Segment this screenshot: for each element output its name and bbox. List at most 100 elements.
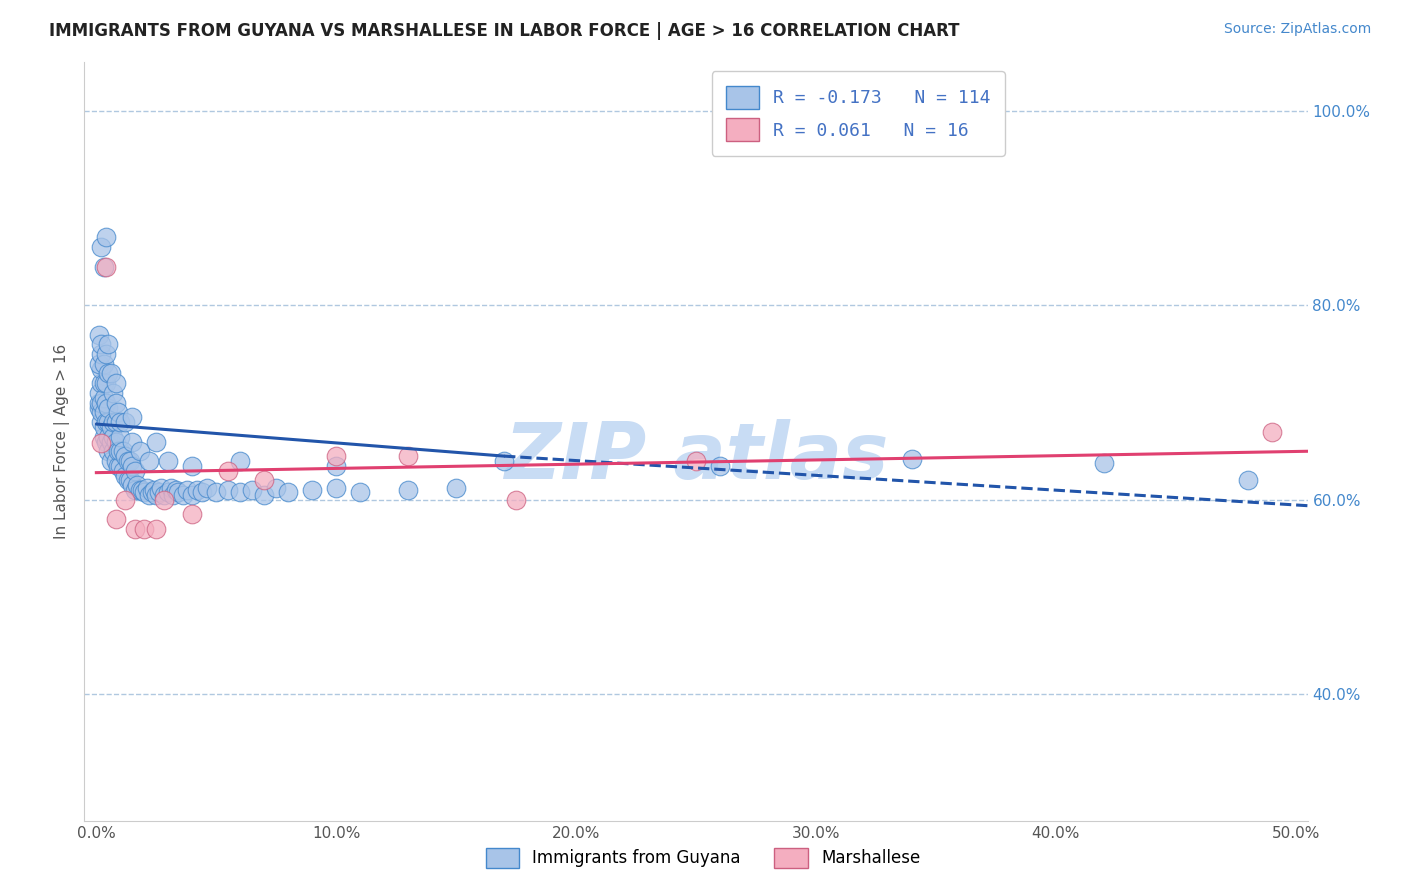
Point xyxy=(121,458,143,473)
Point xyxy=(110,444,132,458)
Point xyxy=(325,481,347,495)
Point xyxy=(159,481,181,495)
Point xyxy=(124,464,146,478)
Point xyxy=(172,488,194,502)
Point xyxy=(104,454,127,468)
Point xyxy=(93,357,115,371)
Point xyxy=(97,367,120,381)
Point xyxy=(94,260,117,274)
Point xyxy=(1236,474,1258,488)
Point xyxy=(205,485,228,500)
Point xyxy=(494,454,516,468)
Point xyxy=(128,483,150,497)
Point xyxy=(117,454,139,468)
Point xyxy=(901,452,924,467)
Point xyxy=(93,405,115,419)
Point xyxy=(162,488,184,502)
Point xyxy=(117,474,139,488)
Point xyxy=(1260,425,1282,439)
Point xyxy=(121,478,143,492)
Legend: R = -0.173   N = 114, R = 0.061   N = 16: R = -0.173 N = 114, R = 0.061 N = 16 xyxy=(711,71,1005,156)
Point xyxy=(87,327,110,342)
Point xyxy=(110,415,132,429)
Point xyxy=(101,415,124,429)
Point xyxy=(145,488,167,502)
Point xyxy=(104,395,127,409)
Point xyxy=(90,436,112,450)
Point xyxy=(186,483,208,497)
Point xyxy=(90,337,112,351)
Point xyxy=(145,434,167,449)
Point xyxy=(152,488,174,502)
Point xyxy=(152,492,174,507)
Point xyxy=(100,367,122,381)
Point xyxy=(114,449,136,463)
Point xyxy=(301,483,323,497)
Point xyxy=(93,430,115,444)
Point xyxy=(165,483,187,497)
Point xyxy=(131,483,153,497)
Point xyxy=(181,458,204,473)
Point xyxy=(229,454,252,468)
Point xyxy=(121,410,143,425)
Point xyxy=(195,481,218,495)
Point xyxy=(134,485,156,500)
Point xyxy=(93,260,115,274)
Point xyxy=(94,395,117,409)
Point xyxy=(505,492,527,507)
Point xyxy=(90,240,112,254)
Point xyxy=(97,401,120,415)
Point xyxy=(107,444,129,458)
Point xyxy=(90,361,112,376)
Text: ZIP atlas: ZIP atlas xyxy=(503,418,889,495)
Point xyxy=(110,458,132,473)
Point xyxy=(97,444,120,458)
Point xyxy=(104,512,127,526)
Point xyxy=(157,485,180,500)
Point xyxy=(229,485,252,500)
Point xyxy=(97,337,120,351)
Point xyxy=(94,347,117,361)
Point xyxy=(87,401,110,415)
Point xyxy=(264,481,287,495)
Point xyxy=(94,376,117,391)
Point xyxy=(138,488,160,502)
Point xyxy=(325,449,347,463)
Point xyxy=(444,481,467,495)
Point xyxy=(101,444,124,458)
Point xyxy=(118,474,141,488)
Point xyxy=(101,386,124,401)
Point xyxy=(240,483,263,497)
Point xyxy=(87,386,110,401)
Point xyxy=(90,347,112,361)
Point xyxy=(176,483,198,497)
Point xyxy=(349,485,371,500)
Point xyxy=(100,420,122,434)
Text: Source: ZipAtlas.com: Source: ZipAtlas.com xyxy=(1223,22,1371,37)
Point xyxy=(93,391,115,405)
Point xyxy=(94,415,117,429)
Point xyxy=(142,483,165,497)
Point xyxy=(141,485,163,500)
Point xyxy=(191,485,214,500)
Point xyxy=(167,485,190,500)
Point xyxy=(101,430,124,444)
Point xyxy=(94,434,117,449)
Point xyxy=(118,454,141,468)
Point xyxy=(90,376,112,391)
Point xyxy=(253,488,276,502)
Point xyxy=(128,444,150,458)
Point xyxy=(114,492,136,507)
Point xyxy=(277,485,299,500)
Point xyxy=(104,376,127,391)
Point xyxy=(97,430,120,444)
Point xyxy=(87,395,110,409)
Point xyxy=(114,415,136,429)
Point xyxy=(93,376,115,391)
Point xyxy=(90,395,112,409)
Point xyxy=(709,458,731,473)
Point xyxy=(121,434,143,449)
Point xyxy=(217,483,239,497)
Point xyxy=(181,488,204,502)
Point xyxy=(90,405,112,419)
